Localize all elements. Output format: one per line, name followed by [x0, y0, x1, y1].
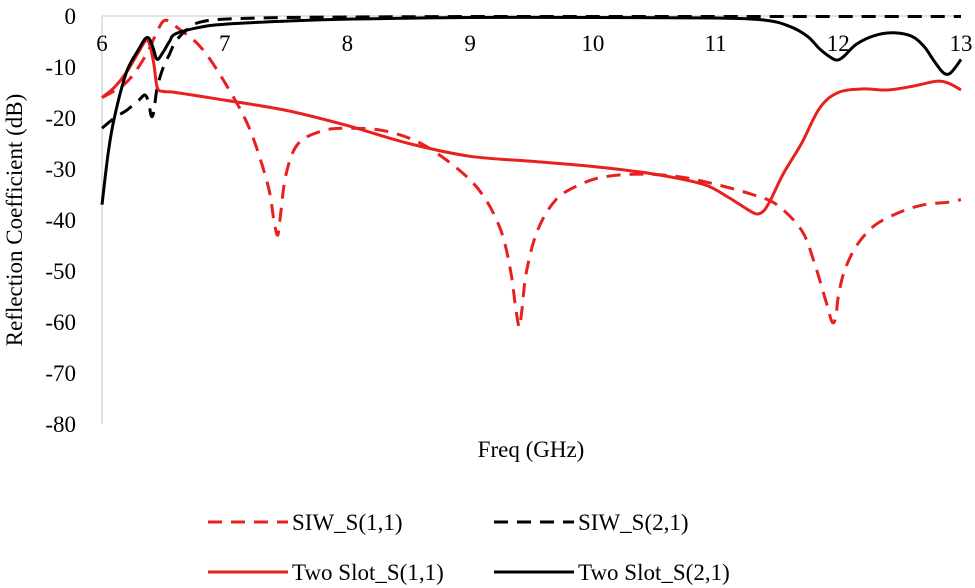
y-tick-label: -50 — [45, 259, 76, 284]
y-tick-label: -80 — [45, 412, 76, 437]
x-axis-label: Freq (GHz) — [478, 437, 585, 462]
legend-label-two-slot-s-2-1: Two Slot_S(2,1) — [578, 560, 730, 585]
legend-label-siw-s-2-1: SIW_S(2,1) — [578, 510, 689, 535]
x-tick-label: 8 — [342, 31, 354, 56]
legend-label-siw-s-1-1: SIW_S(1,1) — [292, 510, 403, 535]
x-tick-label: 10 — [581, 31, 604, 56]
axes — [101, 15, 961, 424]
series-line-two-slot-s-2-1 — [100, 15, 963, 205]
y-tick-label: -10 — [45, 55, 76, 80]
legend: SIW_S(1,1) SIW_S(2,1) Two Slot_S(1,1) Two S… — [208, 510, 730, 585]
series-line-siw-s-1-1 — [101, 18, 962, 329]
y-tick-label: -70 — [45, 361, 76, 386]
x-tick-label: 9 — [464, 31, 476, 56]
y-tick-label: 0 — [65, 4, 77, 29]
x-tick-label: 11 — [704, 31, 726, 56]
tick-labels: 6 7 8 9 10 11 12 13 0 -10 -20 -30 -40 -50 -60 -70 -80 — [45, 4, 972, 437]
y-axis-label: Reflection Coefficient (dB) — [2, 94, 27, 347]
x-tick-label: 6 — [96, 31, 108, 56]
x-tick-label: 13 — [950, 31, 973, 56]
x-tick-label: 12 — [827, 31, 850, 56]
x-tick-label: 7 — [219, 31, 231, 56]
plot-area-series — [100, 14, 963, 329]
legend-label-two-slot-s-1-1: Two Slot_S(1,1) — [292, 560, 444, 585]
y-tick-label: -60 — [45, 310, 76, 335]
y-tick-label: -20 — [45, 106, 76, 131]
series-line-two-slot-s-1-1 — [101, 38, 962, 216]
y-tick-label: -40 — [45, 208, 76, 233]
y-tick-label: -30 — [45, 157, 76, 182]
